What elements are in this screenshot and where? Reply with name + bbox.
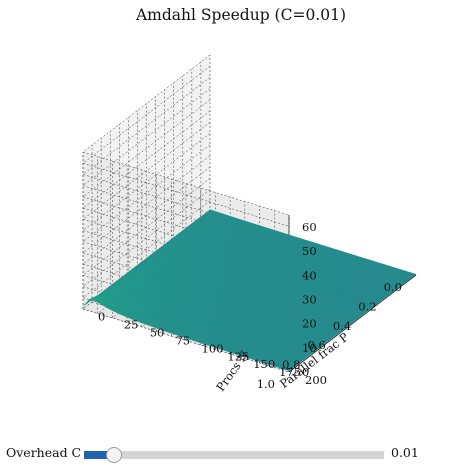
slider-handle[interactable] [106, 447, 122, 463]
grid-line [82, 155, 211, 254]
tick-label: 125 [227, 349, 249, 363]
axis-edge [288, 274, 417, 373]
tick-label: 40 [302, 268, 317, 282]
tick-label: 10 [302, 341, 317, 355]
grid-line [82, 144, 211, 242]
grid-line [82, 66, 211, 164]
tick-label: 150 [253, 357, 275, 371]
tick-label: 175 [279, 365, 301, 379]
tick-label: 75 [176, 333, 191, 347]
chart-title: Amdahl Speedup (C=0.01) [135, 6, 346, 24]
grid-line [82, 54, 211, 153]
grid-line [82, 99, 211, 198]
tick-label: 0.0 [384, 280, 402, 294]
tick-label: 200 [305, 373, 327, 387]
grid-line [82, 189, 211, 287]
tick-label: 25 [124, 318, 139, 332]
tick-label: 100 [202, 341, 224, 355]
grid-line [82, 178, 211, 276]
tick-label: 60 [302, 220, 317, 234]
grid-line [82, 200, 211, 298]
slider-fill [84, 451, 114, 459]
tick-label: 0.6 [308, 338, 326, 352]
overhead-slider-row: Overhead C 0.01 [0, 440, 454, 467]
tick-label: 1.0 [257, 377, 275, 391]
tick-label: 50 [150, 326, 165, 340]
grid-line [82, 122, 211, 220]
slider-label: Overhead C [6, 445, 82, 460]
grid-line [82, 133, 211, 231]
tick-label: 0 [302, 365, 309, 379]
tick-label: 0.8 [282, 358, 300, 372]
tick-label: 30 [302, 293, 317, 307]
tick-label: 0.4 [333, 319, 351, 333]
surface-facet [82, 297, 93, 307]
grid-line [82, 110, 211, 209]
grid-line [82, 166, 211, 265]
surface-plot: 0.00.20.40.60.81.00255075100125150175200… [82, 6, 417, 394]
tick-label: 0 [98, 310, 105, 324]
tick-label: 50 [302, 244, 317, 258]
slider-value: 0.01 [391, 445, 419, 460]
grid-line [82, 88, 211, 186]
surface-mesh [82, 209, 417, 371]
tick-labels: 0.00.20.40.60.81.00255075100125150175200… [98, 220, 402, 391]
tick-label: 0.2 [358, 299, 376, 313]
grid-line [82, 77, 211, 175]
tick-label: 20 [302, 317, 317, 331]
chart-area: 0.0 0.2 0.4 0.6 0.8 1.0 0 25 50 75 100 125 150 175 200… [82, 6, 417, 394]
overhead-slider[interactable] [84, 447, 384, 463]
